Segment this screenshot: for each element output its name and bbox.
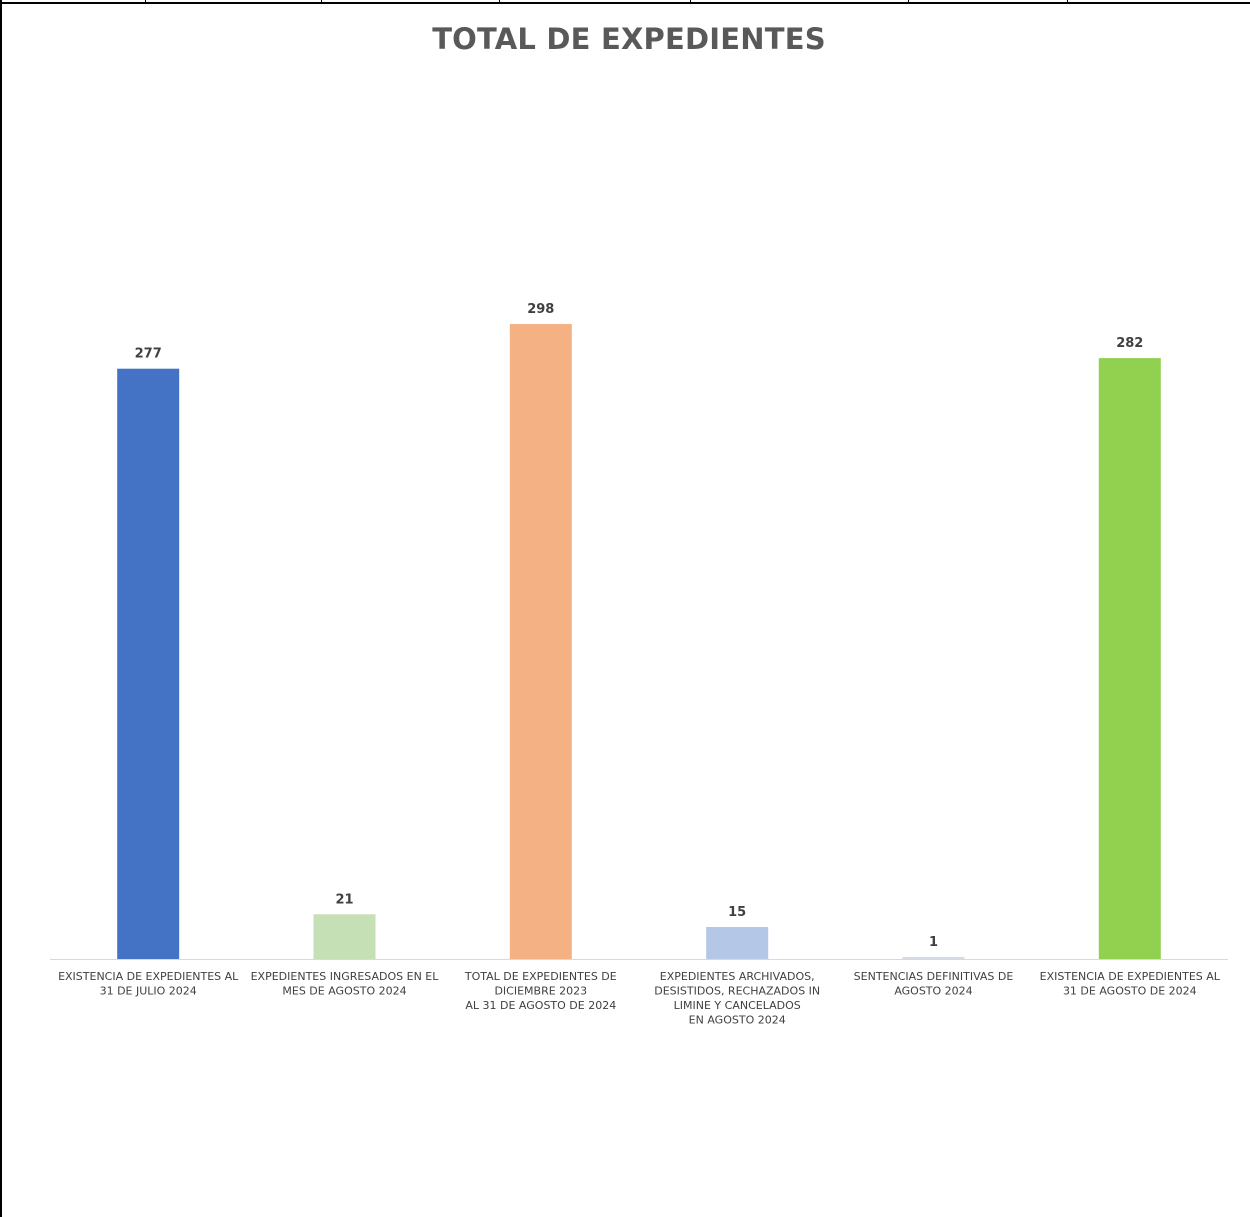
- category-label-4: SENTENCIAS DEFINITIVAS DE AGOSTO 2024: [854, 970, 1014, 998]
- category-label-3: EXPEDIENTES ARCHIVADOS, DESISTIDOS, RECHA…: [654, 970, 820, 1027]
- spreadsheet-top-row: [0, 0, 1250, 4]
- category-label-2: TOTAL DE EXPEDIENTES DE DICIEMBRE 2023 AL …: [464, 970, 617, 1012]
- value-label-5: 282: [1116, 336, 1143, 351]
- value-label-4: 1: [929, 935, 938, 950]
- cell-divider: [1067, 0, 1068, 4]
- value-label-1: 21: [335, 892, 353, 907]
- category-label-0: EXISTENCIA DE EXPEDIENTES AL 31 DE JULIO …: [58, 970, 239, 998]
- value-label-0: 277: [135, 347, 162, 362]
- category-label-5: EXISTENCIA DE EXPEDIENTES AL 31 DE AGOSTO…: [1040, 970, 1221, 998]
- cell-divider: [321, 0, 322, 4]
- value-label-3: 15: [728, 905, 746, 920]
- bar-4: [902, 956, 965, 959]
- bar-1: [313, 914, 376, 959]
- cell-divider: [690, 0, 691, 4]
- cell-divider: [145, 0, 146, 4]
- bar-0: [117, 368, 180, 959]
- value-label-2: 298: [527, 302, 554, 317]
- cell-divider: [499, 0, 500, 4]
- cell-divider: [908, 0, 909, 4]
- bar-2: [509, 324, 572, 959]
- category-label-1: EXPEDIENTES INGRESADOS EN EL MES DE AGOST…: [251, 970, 440, 998]
- bar-3: [706, 927, 769, 959]
- bar-5: [1098, 358, 1161, 960]
- chart-title: TOTAL DE EXPEDIENTES: [432, 22, 826, 56]
